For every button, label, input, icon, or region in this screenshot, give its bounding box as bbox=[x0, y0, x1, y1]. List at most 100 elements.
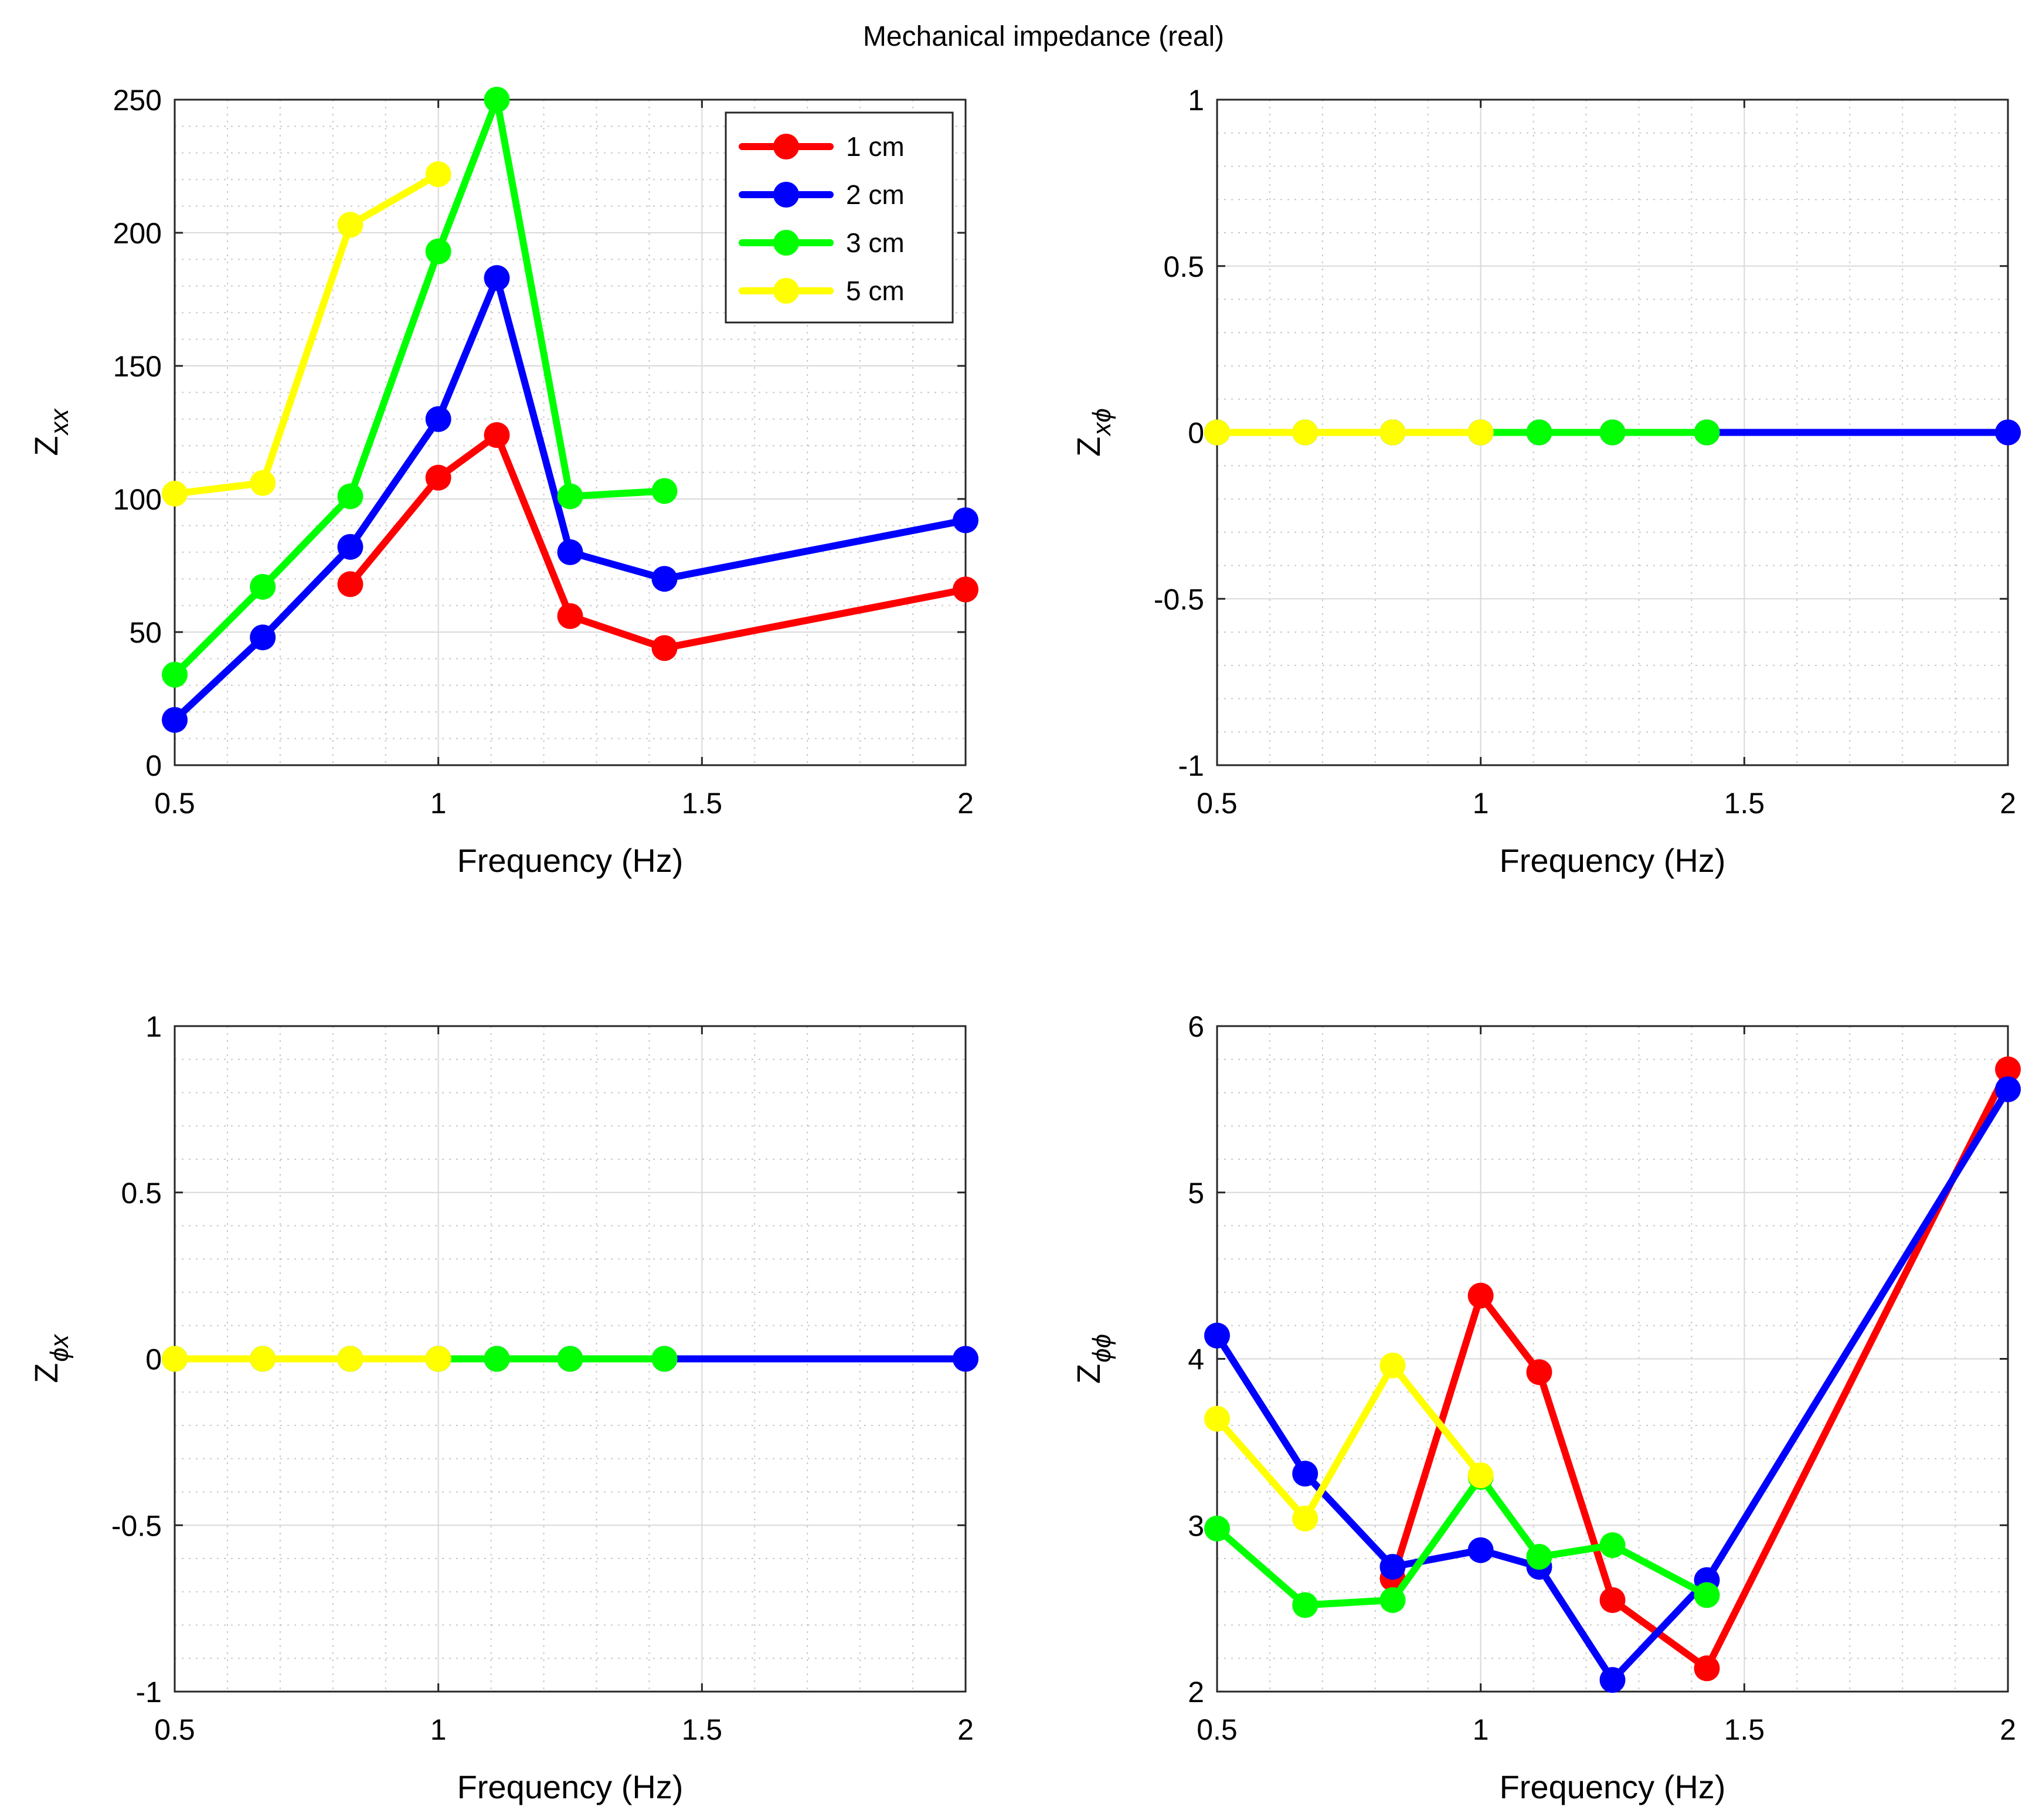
y-tick-label: 2 bbox=[1188, 1676, 1204, 1709]
data-point bbox=[425, 406, 451, 432]
data-point bbox=[1292, 419, 1318, 446]
data-point bbox=[425, 1346, 451, 1372]
series-line bbox=[1389, 1065, 2011, 1672]
series-line bbox=[1214, 1361, 1484, 1522]
data-point bbox=[1995, 1056, 2021, 1082]
x-tick-label: 2 bbox=[957, 787, 974, 820]
data-point bbox=[1292, 1505, 1318, 1532]
data-point bbox=[1467, 419, 1494, 446]
y-axis-label-subscript: xϕ bbox=[1088, 408, 1116, 436]
data-point bbox=[557, 1346, 583, 1372]
legend: 1 cm 2 cm 3 cm 5 cm bbox=[725, 111, 954, 324]
y-tick-label: 0.5 bbox=[121, 1177, 162, 1210]
data-point bbox=[162, 480, 188, 507]
data-point bbox=[1995, 1076, 2021, 1102]
data-point bbox=[1526, 1544, 1552, 1570]
y-tick-label: 0 bbox=[145, 749, 162, 782]
series-2-cm bbox=[162, 265, 978, 733]
data-point bbox=[250, 1346, 276, 1372]
y-tick-label: 0 bbox=[145, 1343, 162, 1376]
x-tick-label: 0.5 bbox=[154, 787, 195, 820]
legend-label: 1 cm bbox=[846, 131, 905, 162]
y-axis-label-subscript: xx bbox=[45, 408, 74, 436]
x-tick-label: 1 bbox=[1473, 1713, 1489, 1746]
data-point bbox=[557, 539, 583, 565]
data-point bbox=[1467, 1462, 1494, 1489]
data-point bbox=[337, 534, 363, 560]
data-point bbox=[337, 212, 363, 238]
y-tick-label: 200 bbox=[113, 217, 162, 250]
data-point bbox=[162, 1346, 188, 1372]
x-tick-label: 2 bbox=[2000, 1713, 2016, 1746]
data-point bbox=[1467, 1282, 1494, 1309]
data-point bbox=[1599, 1587, 1626, 1613]
series-layer bbox=[1204, 419, 2021, 446]
x-tick-label: 1.5 bbox=[1724, 787, 1765, 820]
y-axis-label-subscript: ϕϕ bbox=[1088, 1334, 1116, 1363]
y-tick-label: 0 bbox=[1188, 417, 1204, 450]
data-point bbox=[651, 478, 678, 504]
data-point bbox=[250, 470, 276, 496]
data-point bbox=[484, 265, 510, 291]
x-tick-label: 1.5 bbox=[682, 1713, 723, 1746]
series-3-cm bbox=[162, 87, 678, 688]
minor-grid bbox=[175, 1026, 966, 1692]
legend-swatch-marker bbox=[773, 134, 799, 159]
y-tick-label: 1 bbox=[145, 1010, 162, 1043]
data-point bbox=[162, 661, 188, 688]
y-axis-label: Zxx bbox=[28, 408, 74, 456]
data-point bbox=[425, 238, 451, 264]
figure-title: Mechanical impedance (real) bbox=[863, 21, 1224, 52]
x-tick-label: 1.5 bbox=[682, 787, 723, 820]
data-point bbox=[1379, 1587, 1406, 1613]
data-point bbox=[1204, 1405, 1230, 1432]
y-tick-label: 150 bbox=[113, 350, 162, 383]
series-layer bbox=[162, 87, 978, 733]
x-axis-label: Frequency (Hz) bbox=[457, 842, 684, 879]
ticks: 0.5 1 1.5 2 0 50 100 150 200 250 bbox=[113, 84, 974, 820]
data-point bbox=[1379, 419, 1406, 446]
x-axis-label: Frequency (Hz) bbox=[457, 1768, 684, 1805]
y-tick-label: 5 bbox=[1188, 1177, 1204, 1210]
data-point bbox=[1995, 419, 2021, 446]
data-point bbox=[425, 464, 451, 491]
legend-entry: 3 cm bbox=[739, 228, 905, 258]
chart-zphiphi: 0.5 1 1.5 2 2 3 4 5 6 Frequency (Hz) Zϕϕ bbox=[1070, 1010, 2021, 1805]
x-tick-label: 0.5 bbox=[1197, 787, 1238, 820]
data-point bbox=[337, 571, 363, 597]
ticks: 0.5 1 1.5 2 2 3 4 5 6 bbox=[1188, 1010, 2016, 1746]
chart-zxx: 0.5 1 1.5 2 0 50 100 150 200 250 Frequency (Hz) Zxx bbox=[28, 84, 978, 879]
data-point bbox=[484, 87, 510, 113]
data-point bbox=[1599, 419, 1626, 446]
y-tick-label: 3 bbox=[1188, 1509, 1204, 1542]
data-point bbox=[953, 576, 978, 603]
series-5-cm bbox=[1204, 1352, 1494, 1532]
data-point bbox=[1599, 1532, 1626, 1558]
x-tick-label: 1 bbox=[1473, 787, 1489, 820]
legend-entry: 2 cm bbox=[739, 179, 905, 210]
data-point bbox=[1599, 1667, 1626, 1693]
y-axis-label-subscript: ϕx bbox=[45, 1333, 74, 1361]
legend-swatch-marker bbox=[773, 230, 799, 256]
y-axis-label-main: Z bbox=[1070, 437, 1107, 457]
data-point bbox=[1379, 1352, 1406, 1378]
y-axis-label: Zϕϕ bbox=[1070, 1334, 1116, 1384]
data-point bbox=[953, 1346, 978, 1372]
data-point bbox=[1526, 419, 1552, 446]
data-point bbox=[1694, 419, 1720, 446]
data-point bbox=[484, 1346, 510, 1372]
legend-entry: 1 cm bbox=[739, 131, 905, 162]
y-tick-label: 0.5 bbox=[1163, 250, 1204, 283]
legend-swatch-marker bbox=[773, 278, 799, 304]
data-point bbox=[1526, 1359, 1552, 1386]
data-point bbox=[651, 635, 678, 661]
y-axis-label-main: Z bbox=[1070, 1364, 1107, 1384]
x-axis-label: Frequency (Hz) bbox=[1500, 842, 1726, 879]
x-axis-label: Frequency (Hz) bbox=[1500, 1768, 1726, 1805]
y-axis-label: Zϕx bbox=[28, 1333, 74, 1383]
series-5-cm bbox=[162, 161, 451, 507]
data-point bbox=[250, 624, 276, 651]
